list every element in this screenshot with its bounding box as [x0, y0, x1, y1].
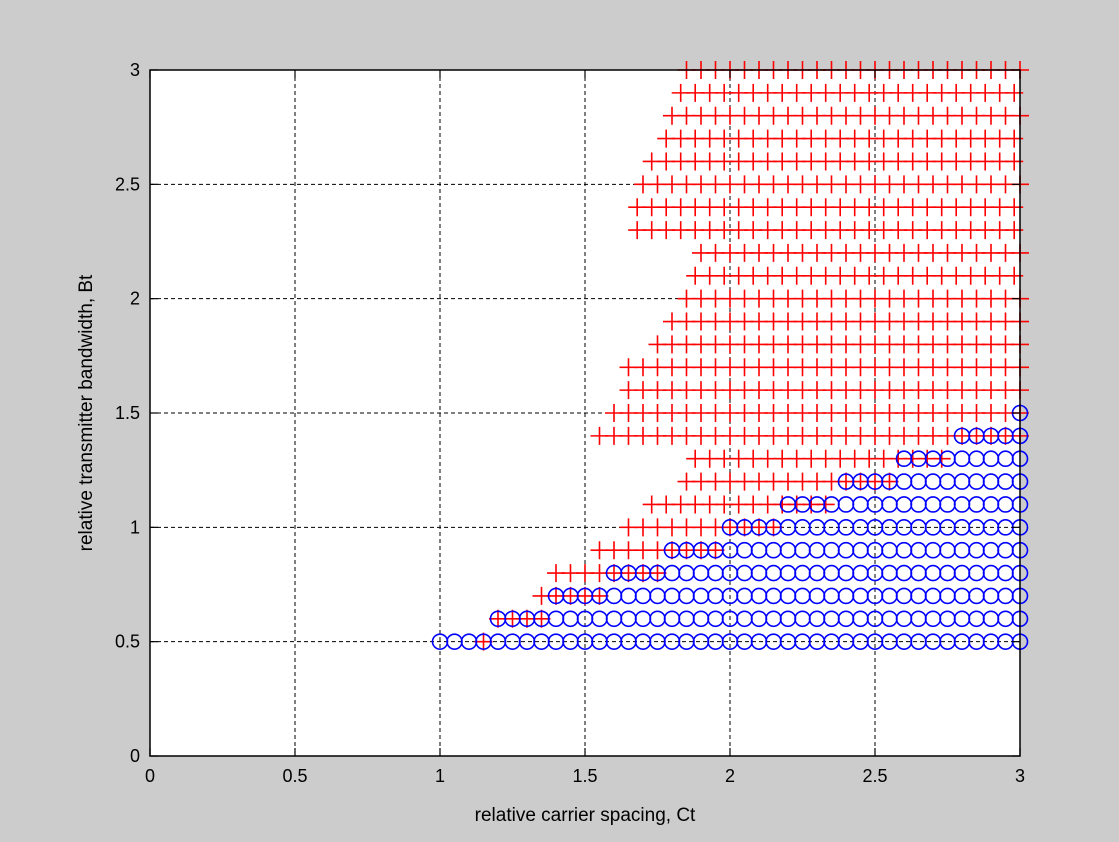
y-tick-label: 2.5	[115, 174, 140, 194]
plus-marker	[880, 472, 899, 491]
plus-marker	[816, 495, 835, 514]
plus-marker	[932, 449, 951, 468]
y-axis-label: relative transmitter bandwidth, Bt	[76, 274, 97, 551]
y-tick-label: 3	[130, 60, 140, 80]
plus-marker	[532, 609, 551, 628]
x-tick-label: 2	[725, 766, 735, 786]
x-axis-label: relative carrier spacing, Ct	[475, 805, 696, 826]
y-tick-label: 1.5	[115, 403, 140, 423]
axis-ticks: 0 0.5 1 1.5 2 2.5 3 0 0.5 1 1.5 2 2.5 3	[115, 60, 1025, 786]
y-tick-label: 1	[130, 517, 140, 537]
x-tick-label: 0.5	[282, 766, 307, 786]
plus-marker	[764, 518, 783, 537]
plus-marker	[648, 564, 667, 583]
y-tick-label: 0	[130, 746, 140, 766]
x-tick-label: 3	[1015, 766, 1025, 786]
plus-marker	[706, 541, 725, 560]
x-tick-label: 2.5	[862, 766, 887, 786]
x-tick-label: 0	[145, 766, 155, 786]
plus-marker	[590, 586, 609, 605]
x-tick-label: 1.5	[572, 766, 597, 786]
plus-marker	[474, 632, 493, 651]
data-markers	[431, 61, 1029, 651]
y-tick-label: 0.5	[115, 632, 140, 652]
x-tick-label: 1	[435, 766, 445, 786]
y-tick-label: 2	[130, 289, 140, 309]
